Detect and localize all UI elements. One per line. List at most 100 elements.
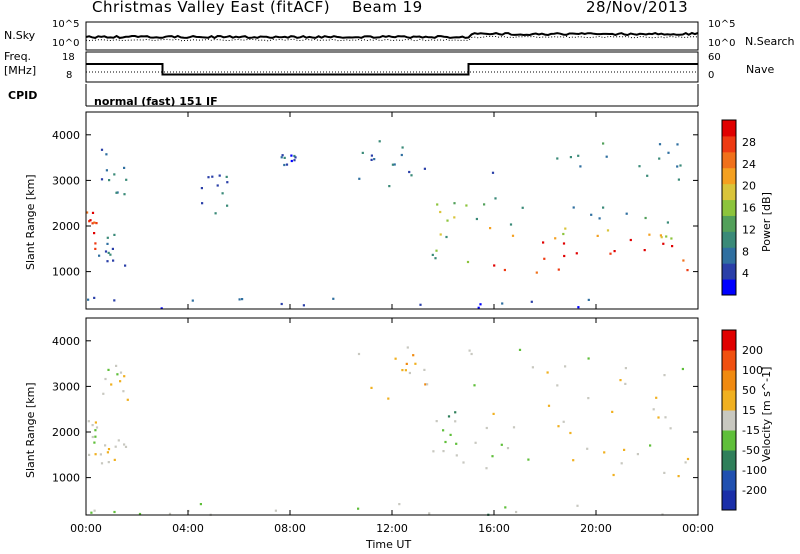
y-tick-label: 4000 [52,335,80,348]
heatmap-cell [587,357,590,360]
heatmap-cell [107,461,110,464]
velocity-colorbar-swatch [722,450,736,471]
freq-tick-top: 18 [62,52,75,63]
heatmap-cell [453,216,456,219]
heatmap-cell [274,509,277,512]
power-colorbar-tick-label: 28 [742,136,756,149]
velocity-colorbar-swatch [722,330,736,351]
power-ylabel: Slant Range [km] [24,174,37,270]
heatmap-cell [94,429,97,432]
nave-label: Nave [746,63,775,76]
heatmap-cell [124,445,128,448]
heatmap-cell [405,362,408,365]
heatmap-cell [623,448,626,451]
heatmap-cell [684,461,687,464]
heatmap-cell [406,346,409,349]
velocity-ylabel: Slant Range [km] [24,382,37,478]
heatmap-cell [393,163,396,166]
power-colorbar-tick-label: 16 [742,202,756,215]
heatmap-cell [435,420,438,423]
heatmap-cell [302,304,305,307]
heatmap-cell [676,143,679,146]
power-colorbar-swatch [722,120,736,137]
heatmap-cell [677,475,680,478]
x-tick-label: 04:00 [172,522,204,535]
heatmap-cell [569,156,572,159]
heatmap-cell [115,364,118,367]
heatmap-cell [489,227,492,230]
heatmap-cell [439,210,442,214]
velocity-colorbar-swatch [722,470,736,491]
velocity-colorbar-tick-label: -100 [742,464,767,477]
heatmap-cell [114,445,117,448]
power-y-axis: 4000 3000 2000 1000 [52,129,698,279]
heatmap-cell [667,151,670,154]
heatmap-cell [682,259,685,262]
heatmap-cell [123,443,126,446]
heatmap-cell [332,297,335,300]
heatmap-cell [455,454,458,457]
heatmap-cell [86,211,89,214]
heatmap-cell [357,507,360,510]
heatmap-cell [290,159,293,163]
heatmap-cell [557,425,560,428]
heatmap-cell [686,457,690,461]
power-colorbar-swatch [722,279,736,296]
power-colorbar-swatch [722,263,736,280]
heatmap-cell [587,397,590,400]
heatmap-cell [556,384,559,387]
heatmap-cell [426,383,429,386]
nsky-series-line [85,31,699,40]
heatmap-cell [107,251,110,254]
heatmap-cell [562,420,565,423]
heatmap-cell [531,366,534,369]
heatmap-cell [432,450,435,453]
heatmap-cell [575,252,578,255]
y-tick-label: 1000 [52,472,80,485]
power-colorbar-swatch [722,183,736,201]
heatmap-cell [485,467,488,470]
heatmap-cell [412,354,415,357]
heatmap-cell [511,234,515,237]
heatmap-cell [370,154,373,157]
heatmap-cell [543,257,546,260]
heatmap-cell [370,158,373,161]
power-colorbar-swatch [722,167,736,185]
heatmap-cell [93,509,96,512]
heatmap-cell [112,259,115,262]
heatmap-cell [138,512,142,516]
heatmap-cell [462,461,465,464]
heatmap-cell [569,431,572,435]
nave-tick-top: 60 [708,52,721,63]
heatmap-cell [201,202,204,205]
power-colorbar: 28 24 20 16 12 8 4 [721,119,756,296]
heatmap-cell [104,444,107,447]
heatmap-cell [106,260,109,263]
heatmap-cell [98,254,101,257]
heatmap-cell [602,142,605,145]
heatmap-cell [652,408,655,411]
heatmap-cell [123,166,126,169]
heatmap-cell [547,404,551,407]
heatmap-cell [606,229,610,232]
velocity-colorbar-label: Velocity [m s^-1] [760,366,773,462]
heatmap-cell [624,367,627,370]
heatmap-cell [123,375,126,378]
heatmap-cell [572,206,575,209]
heatmap-cell [577,154,580,157]
heatmap-cell [293,154,296,158]
power-colorbar-swatch [722,247,736,264]
heatmap-cell [660,236,663,239]
power-colorbar-tick-label: 20 [742,180,756,193]
nave-tick-bottom: 0 [708,70,715,81]
heatmap-cell [107,448,111,451]
heatmap-cell [554,237,557,240]
heatmap-cell [116,373,119,376]
heatmap-cell [468,349,471,352]
x-tick-label: 00:00 [682,522,714,535]
heatmap-cell [285,163,289,166]
velocity-panel-frame [85,317,699,516]
heatmap-cell [515,510,518,514]
heatmap-cell [679,164,682,167]
